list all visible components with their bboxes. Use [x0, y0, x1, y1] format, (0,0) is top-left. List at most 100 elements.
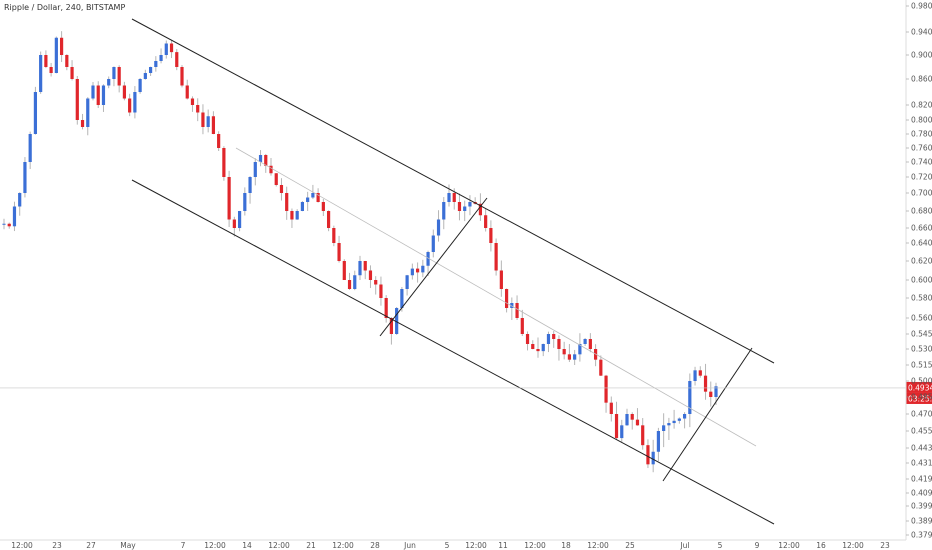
price-tick-label: 0.76000	[911, 144, 932, 153]
current-price-line: 0.49348 03:25:59	[0, 381, 932, 404]
candle-body	[667, 423, 671, 426]
price-tick-label: 0.78000	[911, 130, 932, 139]
candle-body	[347, 280, 352, 289]
candle-body	[510, 303, 514, 308]
candle-body	[86, 98, 90, 127]
price-tick-label: 0.50000	[911, 377, 932, 386]
time-tick-label: 23	[52, 541, 62, 550]
time-tick-label: 16	[816, 541, 826, 550]
candle-body	[620, 425, 624, 439]
candle-body	[28, 134, 32, 162]
candle-body	[379, 284, 383, 298]
candle-body	[552, 334, 556, 339]
candle-body	[248, 177, 252, 193]
candle-body	[646, 445, 650, 465]
candle-body	[588, 339, 592, 349]
candle-body	[101, 85, 106, 105]
price-tick-label: 0.72000	[911, 173, 932, 182]
candle-body	[389, 318, 394, 334]
candle-body	[625, 414, 629, 426]
time-axis: 12:00 23 27 May 7 12:00 14 12:00 21 12:00 28 Jun 5 12…	[0, 539, 906, 550]
time-tick-label: 28	[370, 541, 380, 550]
candle-body	[290, 211, 294, 220]
price-tick-label: 0.90000	[911, 51, 932, 60]
candle-body	[54, 37, 58, 73]
time-tick-label: 12:00	[268, 541, 290, 550]
candle-body	[253, 162, 257, 177]
candle-body	[567, 354, 572, 360]
candle-body	[662, 425, 666, 431]
time-tick-label: 12:00	[204, 541, 226, 550]
candle-body	[117, 67, 121, 86]
candle-body	[468, 202, 472, 207]
price-tag	[906, 381, 932, 393]
channel-mid-line	[235, 147, 757, 447]
price-tick-label: 0.53000	[911, 345, 932, 354]
candle-body	[703, 375, 708, 392]
channel-lower-line	[131, 179, 775, 525]
candle-body	[415, 268, 420, 273]
price-tick-label: 0.41900	[911, 475, 932, 484]
chart-title: Ripple / Dollar, 240, BITSTAMP	[4, 3, 126, 12]
candle-body	[332, 228, 336, 243]
time-tick-label: 9	[755, 541, 760, 550]
candle-body	[562, 349, 566, 355]
price-tick-label: 0.40900	[911, 489, 932, 498]
candle-body	[463, 206, 467, 211]
candle-body	[2, 223, 6, 225]
price-tick-label: 0.80000	[911, 116, 932, 125]
price-tick-label: 0.70000	[911, 189, 932, 198]
candle-body	[536, 349, 540, 352]
candle-body	[264, 155, 268, 166]
time-tick-label: 27	[86, 541, 96, 550]
candle-body	[641, 425, 645, 446]
countdown-tag-label: 03:25:59	[908, 394, 932, 403]
candle-body	[159, 55, 163, 61]
candle-body	[363, 261, 367, 271]
time-tick-label: 14	[242, 541, 252, 550]
candle-body	[426, 252, 430, 266]
price-tick-label: 0.68000	[911, 207, 932, 216]
candle-body	[499, 270, 503, 289]
price-tick-label: 0.51500	[911, 361, 932, 370]
candle-body	[604, 375, 608, 403]
candle-body	[295, 211, 299, 220]
candle-body	[573, 354, 577, 360]
time-tick-label: 25	[625, 541, 635, 550]
candle-body	[269, 165, 273, 174]
candle-body	[656, 431, 661, 452]
price-tick-label: 0.98000	[911, 2, 932, 11]
price-tick-label: 0.44300	[911, 444, 932, 453]
candle-body	[164, 43, 168, 55]
time-tick-label: 12:00	[524, 541, 546, 550]
candle-body	[447, 193, 451, 202]
trend-up-line-2	[662, 347, 753, 482]
trendlines	[131, 18, 775, 525]
price-tick-label: 0.82000	[911, 101, 932, 110]
time-tick-label: 18	[561, 541, 571, 550]
candle-body	[326, 211, 331, 228]
candle-body	[190, 98, 195, 105]
candle-body	[384, 298, 388, 318]
candle-body	[285, 193, 289, 211]
time-tick-label: 12:00	[842, 541, 864, 550]
candle-body	[358, 261, 362, 276]
candle-body	[75, 79, 79, 120]
candle-body	[143, 73, 147, 79]
candle-body	[59, 37, 64, 55]
candle-body	[405, 275, 409, 289]
candle-body	[531, 344, 535, 349]
candle-body	[44, 55, 48, 67]
candle-body	[316, 193, 320, 202]
candle-body	[484, 215, 488, 228]
candle-body	[421, 265, 425, 273]
time-tick-label: 11	[498, 541, 508, 550]
candle-body	[321, 202, 325, 211]
candle-body	[714, 386, 718, 397]
time-tick-label: Jun	[403, 541, 416, 550]
candle-body	[583, 339, 587, 344]
candle-body	[311, 193, 315, 198]
price-tick-label: 0.62000	[911, 257, 932, 266]
candle-body	[180, 67, 184, 86]
